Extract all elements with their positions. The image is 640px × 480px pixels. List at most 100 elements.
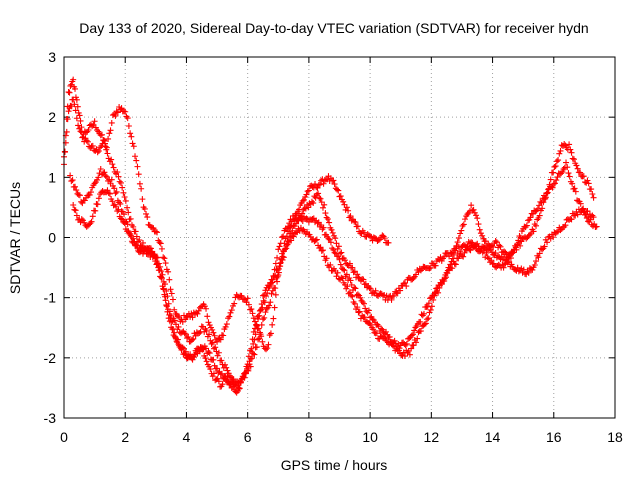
data-point (448, 258, 455, 265)
data-point (553, 158, 560, 165)
data-point (115, 206, 122, 213)
data-point (190, 335, 197, 342)
data-point (323, 214, 330, 221)
data-point (261, 299, 268, 306)
data-point (142, 246, 149, 253)
data-point (402, 341, 409, 348)
data-point (103, 146, 110, 153)
data-point (181, 330, 188, 337)
data-point (167, 286, 174, 293)
data-point (169, 296, 176, 303)
data-point (280, 233, 287, 240)
data-point (446, 266, 453, 273)
data-point (70, 76, 77, 83)
data-point (241, 374, 248, 381)
data-point (131, 238, 138, 245)
data-point (124, 115, 131, 122)
y-tick-label: -2 (44, 350, 57, 366)
data-point (120, 189, 127, 196)
data-point (493, 239, 500, 246)
data-point (533, 222, 540, 229)
data-point (476, 226, 483, 233)
data-point (157, 263, 164, 270)
data-point (352, 219, 359, 226)
data-point (584, 177, 591, 184)
data-point (282, 246, 289, 253)
data-point (316, 195, 323, 202)
data-point (335, 243, 342, 250)
data-point (329, 229, 336, 236)
data-point (290, 233, 297, 240)
data-point (309, 215, 316, 222)
data-point (101, 169, 108, 176)
data-point (269, 279, 276, 286)
data-point (158, 245, 165, 252)
data-point (223, 321, 230, 328)
x-tick-label: 12 (424, 429, 440, 445)
data-point (560, 166, 567, 173)
data-point (73, 115, 80, 122)
data-point (457, 230, 464, 237)
data-point (223, 364, 230, 371)
data-point (288, 237, 295, 244)
data-point (334, 245, 341, 252)
data-point (222, 323, 229, 330)
data-point (250, 315, 257, 322)
data-point (403, 340, 410, 347)
series-track-4 (70, 187, 597, 387)
data-point (378, 325, 385, 332)
data-point (308, 198, 315, 205)
data-point (529, 266, 536, 273)
data-point (323, 255, 330, 262)
data-point (184, 335, 191, 342)
data-point (547, 176, 554, 183)
y-tick-label: 0 (48, 230, 56, 246)
data-point (379, 326, 386, 333)
data-point (114, 169, 121, 176)
data-point (163, 287, 170, 294)
data-point (552, 180, 559, 187)
data-point (390, 292, 397, 299)
data-point (550, 169, 557, 176)
data-point (203, 358, 210, 365)
data-point (108, 119, 115, 126)
data-point (107, 127, 114, 134)
data-point (104, 150, 111, 157)
data-point (411, 327, 418, 334)
data-point (154, 254, 161, 261)
data-point (68, 103, 75, 110)
data-point (252, 325, 259, 332)
data-point (71, 206, 78, 213)
data-point (351, 284, 358, 291)
data-point (92, 207, 99, 214)
data-point (504, 259, 511, 266)
data-point (338, 274, 345, 281)
data-point (573, 162, 580, 169)
data-point (223, 378, 230, 385)
data-point (315, 182, 322, 189)
data-point (589, 191, 596, 197)
data-point (452, 261, 459, 268)
data-point (122, 108, 129, 115)
data-point (185, 333, 192, 340)
data-point (205, 348, 212, 355)
data-point (473, 212, 480, 219)
data-point (94, 149, 101, 156)
data-point (490, 260, 497, 267)
data-point (72, 183, 79, 190)
data-point (226, 313, 233, 320)
data-point (449, 265, 456, 272)
data-point (70, 96, 77, 103)
data-point (144, 214, 151, 221)
data-point (441, 278, 448, 284)
data-point (474, 215, 481, 222)
data-point (321, 201, 328, 208)
data-point (459, 222, 466, 229)
data-point (206, 322, 213, 329)
chart-title: Day 133 of 2020, Sidereal Day-to-day VTE… (79, 20, 588, 36)
data-point (509, 250, 516, 257)
data-point (263, 293, 270, 300)
data-point (204, 313, 211, 320)
data-point (351, 300, 358, 307)
data-point (313, 236, 320, 243)
